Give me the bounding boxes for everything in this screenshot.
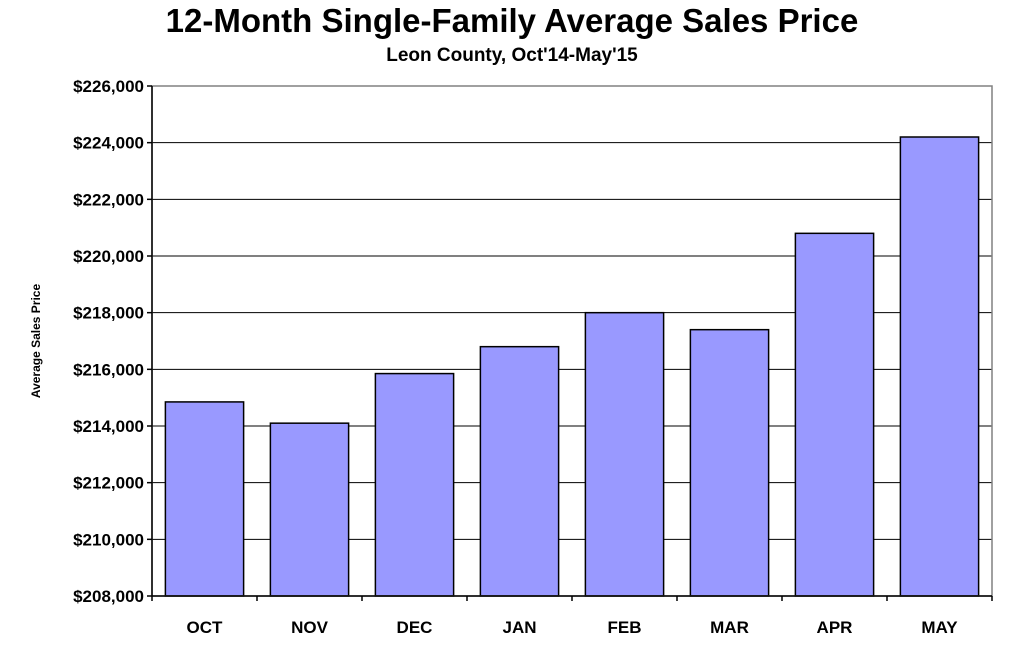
y-tick-label: $216,000 xyxy=(73,360,144,379)
y-tick-label: $218,000 xyxy=(73,304,144,323)
bar-nov xyxy=(269,422,350,597)
y-tick-label: $222,000 xyxy=(73,190,144,209)
y-tick-label: $210,000 xyxy=(73,530,144,549)
x-tick-labels: OCT NOV DEC JAN FEB MAR APR MAY xyxy=(187,618,959,637)
x-tick-label: JAN xyxy=(502,618,536,637)
bar-oct xyxy=(164,401,245,597)
y-tick-label: $212,000 xyxy=(73,474,144,493)
y-tick-label: $224,000 xyxy=(73,134,144,153)
bar-jan xyxy=(479,345,560,597)
x-tick-label: DEC xyxy=(397,618,433,637)
x-tick-label: APR xyxy=(817,618,853,637)
bar-apr xyxy=(794,232,875,597)
x-tick-label: MAR xyxy=(710,618,749,637)
x-tick-label: MAY xyxy=(921,618,958,637)
y-tick-label: $220,000 xyxy=(73,247,144,266)
x-tick-label: NOV xyxy=(291,618,329,637)
chart-subtitle: Leon County, Oct'14-May'15 xyxy=(386,45,638,66)
y-tick-label: $214,000 xyxy=(73,417,144,436)
y-tick-labels: $208,000 $210,000 $212,000 $214,000 $216,000… xyxy=(73,77,144,606)
y-tick-label: $226,000 xyxy=(73,77,144,96)
axes xyxy=(147,85,993,601)
x-tick-label: OCT xyxy=(187,618,224,637)
bar-may xyxy=(899,136,980,597)
bar-mar xyxy=(689,328,770,597)
x-tick-label: FEB xyxy=(608,618,642,637)
bar-feb xyxy=(584,311,665,597)
bars xyxy=(164,136,980,597)
y-tick-label: $208,000 xyxy=(73,587,144,606)
bar-dec xyxy=(374,372,455,597)
chart-title: 12-Month Single-Family Average Sales Pri… xyxy=(165,2,859,39)
